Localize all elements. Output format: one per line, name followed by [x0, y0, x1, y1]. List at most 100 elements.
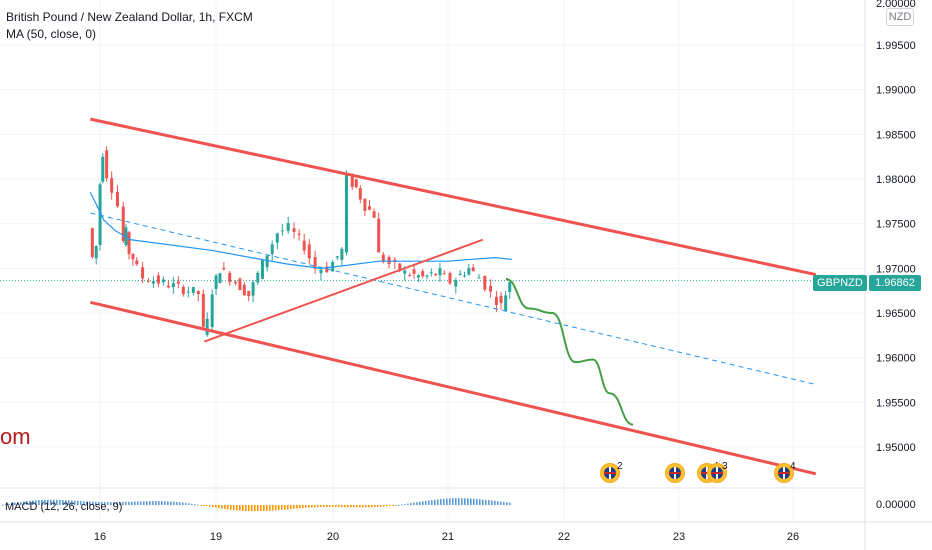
macd-bar	[56, 499, 58, 505]
macd-bar	[137, 501, 139, 505]
macd-bar	[179, 502, 181, 505]
candle-body	[381, 254, 385, 262]
macd-bar	[233, 505, 235, 511]
macd-bar	[239, 505, 241, 511]
macd-bar	[35, 500, 37, 505]
candle-body	[421, 271, 425, 277]
uk-flag-icon	[711, 467, 723, 479]
event-count: 4	[790, 461, 796, 472]
macd-bar	[50, 499, 52, 505]
macd-bar	[86, 501, 88, 505]
candle-body	[270, 244, 274, 255]
macd-bar	[359, 505, 361, 508]
candles	[90, 146, 512, 337]
event-marker[interactable]	[707, 463, 727, 483]
candle-body	[275, 233, 279, 243]
macd-bar	[83, 501, 85, 505]
candle-body	[350, 175, 354, 187]
macd-bar	[38, 500, 40, 505]
macd-bar	[356, 505, 358, 508]
macd-bar	[41, 499, 43, 505]
time-axis: 16 19 20 21 22 23 26	[94, 531, 799, 543]
candle-body	[425, 275, 429, 277]
macd-bar	[308, 505, 310, 508]
macd-bar	[506, 502, 508, 505]
macd-bar	[53, 499, 55, 505]
price-tick-label: 1.95500	[876, 397, 916, 409]
candle-body	[156, 275, 160, 284]
macd-bar	[5, 504, 7, 506]
macd-bar	[263, 505, 265, 512]
macd-bar	[287, 505, 289, 510]
candle-body	[368, 206, 371, 210]
candle-body	[101, 156, 105, 182]
candle-body	[477, 277, 481, 279]
candle-body	[340, 248, 344, 260]
candle-body	[238, 278, 242, 291]
macd-bar	[473, 498, 475, 505]
macd-bar	[275, 505, 277, 511]
macd-bar	[203, 505, 205, 506]
candle-body	[429, 272, 433, 274]
macd-bar	[452, 498, 454, 505]
macd-bar	[257, 505, 259, 512]
indicator-label[interactable]: MA (50, close, 0)	[6, 27, 97, 41]
macd-bar	[389, 505, 391, 506]
macd-bar	[17, 502, 19, 505]
candle-body	[251, 282, 255, 296]
candle-body	[115, 191, 119, 207]
macd-bar	[131, 501, 133, 505]
macd-bar	[200, 505, 202, 506]
event-marker[interactable]	[600, 463, 620, 483]
macd-bar	[251, 505, 253, 512]
macd-bar	[254, 505, 256, 512]
macd-bar	[503, 501, 505, 505]
candle-body	[454, 279, 458, 287]
macd-bar	[404, 504, 406, 506]
macd-bar	[32, 500, 34, 505]
uk-flag-icon	[604, 467, 616, 479]
time-tick-label: 20	[327, 531, 339, 543]
macd-bar	[128, 501, 130, 505]
macd-bar	[176, 501, 178, 505]
macd-bar	[458, 498, 460, 505]
macd-bar	[230, 505, 232, 510]
event-marker[interactable]	[665, 463, 685, 483]
price-tick-label: 1.97000	[876, 263, 916, 275]
macd-bar	[74, 500, 76, 505]
macd-bar	[497, 501, 499, 505]
macd-label[interactable]: MACD (12, 26, close, 9)	[5, 501, 123, 513]
macd-bar	[197, 504, 199, 506]
macd-bar	[395, 505, 397, 506]
event-marker[interactable]	[774, 463, 794, 483]
macd-bar	[266, 505, 268, 511]
uk-flag-icon	[669, 467, 681, 479]
macd-bar	[125, 501, 127, 505]
macd-bar	[290, 505, 292, 510]
symbol-tag: GBPNZD	[813, 275, 867, 291]
macd-bar	[500, 501, 502, 505]
projection-path	[505, 278, 634, 426]
candle-body	[467, 268, 471, 275]
candle-body	[151, 281, 155, 284]
macd-bar	[80, 501, 82, 505]
candle-body	[222, 267, 226, 270]
candle-body	[504, 295, 508, 312]
macd-bar	[314, 505, 316, 508]
macd-bar	[365, 505, 367, 508]
macd-bar	[383, 505, 385, 507]
macd-bar	[461, 498, 463, 505]
candle-body	[313, 257, 317, 269]
macd-bar	[377, 505, 379, 507]
macd-bar	[410, 503, 412, 505]
macd-bar	[392, 505, 394, 506]
drawings[interactable]	[89, 117, 817, 476]
candle-body	[201, 293, 205, 327]
currency-button[interactable]: NZD	[886, 8, 914, 26]
macd-bar	[467, 498, 469, 505]
macd-bar	[194, 504, 196, 506]
macd-bar	[146, 501, 148, 505]
macd-bar	[344, 505, 346, 508]
macd-bar	[368, 505, 370, 508]
